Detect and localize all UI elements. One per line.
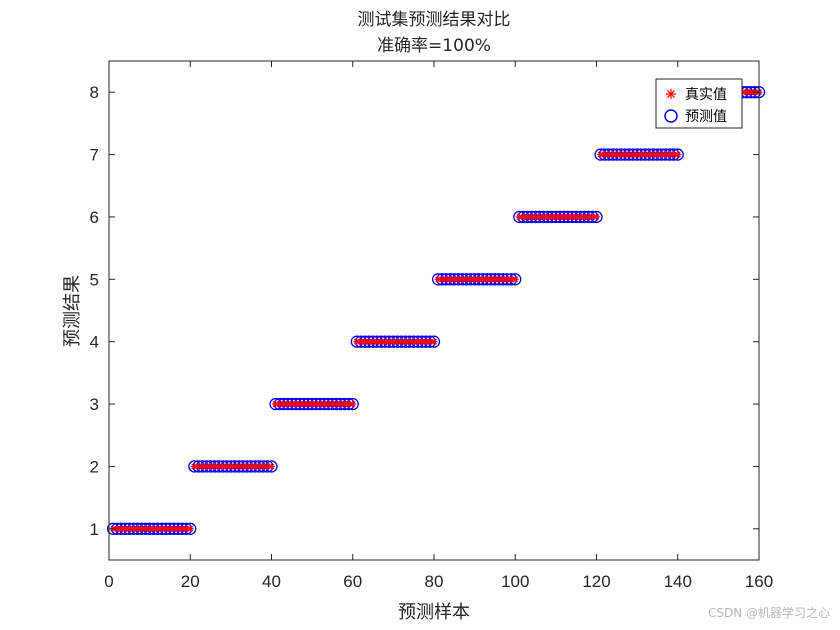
- legend-asterisk-marker-icon: [666, 89, 676, 99]
- plot-area: [109, 61, 759, 560]
- x-tick-label: 160: [745, 572, 773, 591]
- x-tick-label: 80: [425, 572, 444, 591]
- x-tick-label: 120: [582, 572, 610, 591]
- legend-entry-predicted: 预测值: [685, 109, 727, 125]
- true-point: [268, 462, 275, 470]
- y-tick-label: 1: [90, 520, 99, 539]
- legend-entry-true: 真实值: [685, 87, 727, 103]
- true-point: [349, 400, 357, 408]
- true-point: [186, 525, 194, 533]
- true-point: [511, 275, 519, 283]
- y-tick-label: 5: [90, 270, 99, 289]
- legend: 真实值 预测值: [655, 78, 743, 129]
- chart-title: 测试集预测结果对比 准确率=100%: [358, 10, 511, 56]
- x-tick-label: 20: [181, 572, 200, 591]
- y-tick-label: 2: [90, 457, 99, 476]
- x-axis: 0 20 40 60 80 100 120 140 160: [104, 61, 773, 591]
- y-tick-label: 8: [90, 83, 99, 102]
- y-tick-label: 7: [90, 146, 99, 165]
- x-tick-label: 0: [104, 572, 113, 591]
- legend-asterisk-glyph: [666, 89, 676, 99]
- chart-title-line: 测试集预测结果对比: [358, 10, 511, 30]
- legend-box: [655, 78, 743, 129]
- legend-circle-glyph: [664, 109, 678, 123]
- chart-subtitle-line: 准确率=100%: [377, 36, 491, 56]
- true-point: [430, 338, 438, 346]
- true-point: [593, 213, 600, 221]
- legend-circle-marker-icon: [664, 109, 678, 123]
- x-tick-label: 40: [262, 572, 281, 591]
- x-tick-label: 140: [664, 572, 692, 591]
- y-axis: 1 2 3 4 5 6 7 8: [90, 83, 759, 539]
- x-tick-label: 100: [501, 572, 529, 591]
- y-tick-label: 3: [90, 395, 99, 414]
- x-axis-label: 预测样本: [398, 602, 470, 623]
- y-axis-label: 预测结果: [62, 275, 83, 347]
- x-tick-label: 60: [343, 572, 362, 591]
- series-layer: [106, 86, 766, 535]
- y-tick-label: 6: [90, 208, 99, 227]
- y-tick-label: 4: [90, 333, 99, 352]
- true-point: [674, 151, 682, 159]
- watermark: CSDN @机器学习之心: [708, 605, 830, 620]
